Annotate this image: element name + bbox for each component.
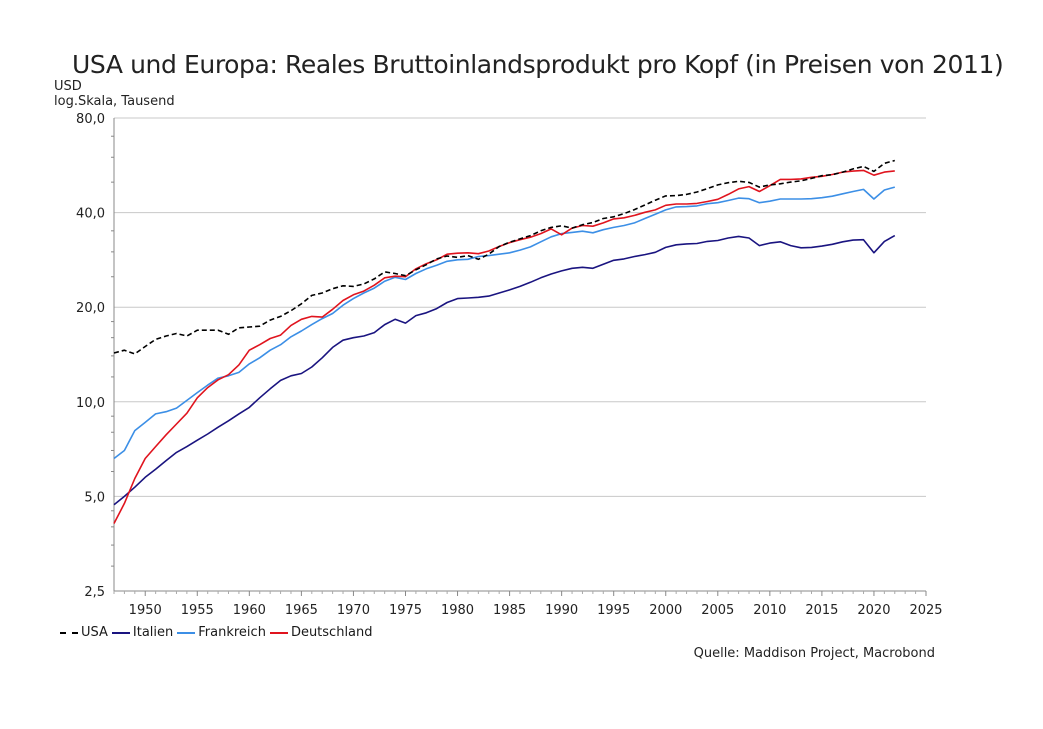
x-tick-label: 1950 <box>129 603 162 618</box>
y-tick-label: 80,0 <box>76 112 105 127</box>
legend: USA Italien Frankreich Deutschland <box>60 625 377 640</box>
axis-layer: 2,5 5,0 10,0 20,0 40,0 80,0 1950 1955 1960 1965 19… <box>76 112 943 618</box>
x-tick-label: 1980 <box>441 603 474 618</box>
x-tick-label: 1995 <box>597 603 630 618</box>
x-tick-label: 2005 <box>701 603 734 618</box>
series-line-usa <box>113 159 896 355</box>
y-tick-label: 40,0 <box>76 207 105 222</box>
y-tick-label: 20,0 <box>76 301 105 316</box>
legend-item-usa: USA <box>60 625 108 640</box>
legend-swatch-frankreich <box>177 631 196 634</box>
legend-swatch-italien <box>111 631 130 634</box>
legend-label-deutschland: Deutschland <box>290 625 373 640</box>
legend-swatch-deutschland <box>269 631 288 634</box>
legend-label-frankreich: Frankreich <box>198 625 266 640</box>
y-axis-unit-line-2: log.Skala, Tausend <box>54 94 175 109</box>
legend-item-frankreich: Frankreich <box>177 625 266 640</box>
x-tick-label: 1960 <box>233 603 266 618</box>
y-tick-label: 5,0 <box>84 490 105 505</box>
y-axis-unit-label: USD log.Skala, Tausend <box>54 79 175 109</box>
y-axis-unit-line-1: USD <box>54 79 82 94</box>
series-line-frankreich <box>113 186 896 460</box>
x-tick-label: 1975 <box>389 603 422 618</box>
legend-item-italien: Italien <box>111 625 174 640</box>
x-tick-label: 2020 <box>857 603 890 618</box>
grid-layer <box>114 117 926 592</box>
legend-item-deutschland: Deutschland <box>269 625 373 640</box>
legend-label-italien: Italien <box>132 625 174 640</box>
x-tick-label: 1955 <box>181 603 214 618</box>
series-line-deutschland <box>113 169 895 524</box>
y-tick-label: 2,5 <box>84 585 105 600</box>
x-tick-label: 2025 <box>909 603 942 618</box>
series-layer <box>113 159 896 524</box>
x-tick-label: 1965 <box>285 603 318 618</box>
legend-swatch-usa <box>60 631 78 634</box>
x-tick-label: 1985 <box>493 603 526 618</box>
legend-label-usa: USA <box>81 625 108 640</box>
x-tick-label: 2000 <box>649 603 682 618</box>
x-tick-label: 1990 <box>545 603 578 618</box>
chart-title: USA und Europa: Reales Bruttoinlandsprod… <box>72 50 1004 79</box>
x-tick-label: 2015 <box>805 603 838 618</box>
y-tick-label: 10,0 <box>76 396 105 411</box>
x-tick-label: 1970 <box>337 603 370 618</box>
x-tick-label: 2010 <box>753 603 786 618</box>
source-note: Quelle: Maddison Project, Macrobond <box>693 646 935 661</box>
series-line-italien <box>113 234 896 506</box>
